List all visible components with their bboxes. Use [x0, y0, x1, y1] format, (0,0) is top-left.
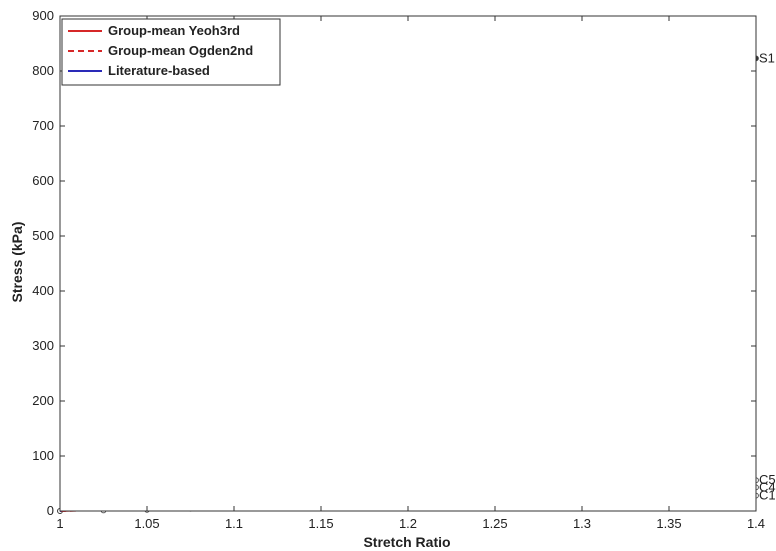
y-tick-label: 500	[32, 228, 54, 243]
legend-item-literature-based: Literature-based	[68, 63, 210, 78]
curve-label-c5: C5	[759, 472, 776, 487]
y-tick-label: 800	[32, 63, 54, 78]
x-tick-label: 1.4	[747, 516, 765, 531]
legend-label: Group-mean Ogden2nd	[108, 43, 253, 58]
y-tick-label: 200	[32, 393, 54, 408]
x-tick-label: 1	[56, 516, 63, 531]
curve-label-s1: S1	[759, 50, 775, 65]
plot-frame	[59, 15, 757, 512]
y-tick-label: 400	[32, 283, 54, 298]
legend: Group-mean Yeoh3rd Group-mean Ogden2nd Lit…	[61, 18, 281, 86]
y-axis-title: Stress (kPa)	[9, 222, 25, 303]
y-tick-label: 0	[47, 503, 54, 518]
x-tick-label: 1.35	[656, 516, 681, 531]
y-tick-label: 700	[32, 118, 54, 133]
curve-label-c4: C4	[759, 479, 776, 494]
legend-item-group-mean-ogden2nd: Group-mean Ogden2nd	[68, 43, 253, 58]
y-tick-label: 900	[32, 8, 54, 23]
x-tick-label: 1.1	[225, 516, 243, 531]
y-tick-label: 600	[32, 173, 54, 188]
legend-label: Group-mean Yeoh3rd	[108, 23, 240, 38]
x-tick-label: 1.05	[134, 516, 159, 531]
y-tick-label: 300	[32, 338, 54, 353]
curve-label-c1: C1	[759, 488, 776, 503]
y-tick-label: 100	[32, 448, 54, 463]
legend-item-group-mean-yeoh3rd: Group-mean Yeoh3rd	[68, 23, 240, 38]
x-tick-label: 1.3	[573, 516, 591, 531]
legend-label: Literature-based	[108, 63, 210, 78]
x-axis-title: Stretch Ratio	[363, 534, 450, 550]
x-tick-label: 1.2	[399, 516, 417, 531]
x-tick-label: 1.25	[482, 516, 507, 531]
axes: 1 1.05 1.1 1.15 1.2 1.25 1.3 1.35 1.4 0 100 200 300 4…	[32, 8, 765, 531]
x-tick-label: 1.15	[308, 516, 333, 531]
